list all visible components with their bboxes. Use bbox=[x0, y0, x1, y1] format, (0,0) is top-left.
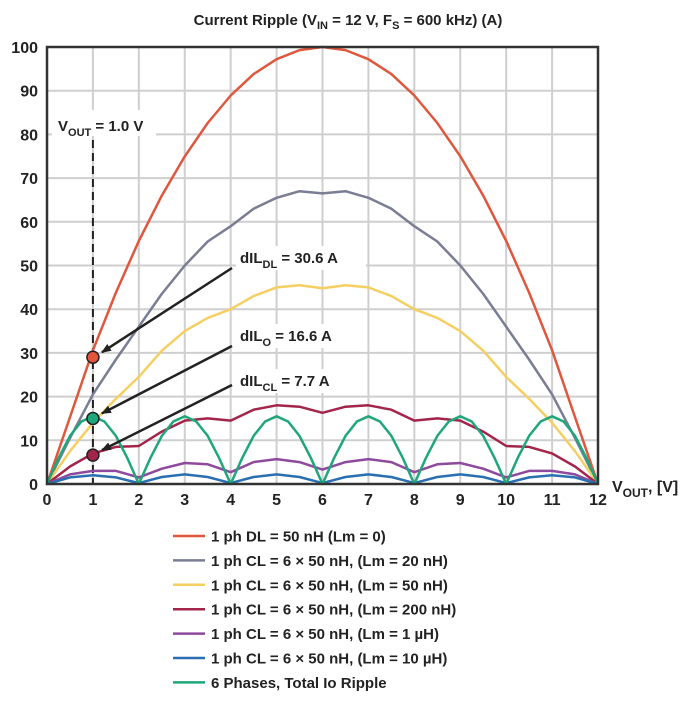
legend-item: 1 ph CL = 6 × 50 nH, (Lm = 1 µH) bbox=[173, 626, 439, 643]
x-tick-label: 11 bbox=[544, 492, 561, 509]
x-tick-label: 8 bbox=[410, 492, 419, 509]
y-tick-label: 30 bbox=[20, 346, 38, 363]
annotation-label-bg bbox=[236, 246, 366, 270]
x-tick-label: 10 bbox=[497, 492, 515, 509]
vout-label-bg bbox=[52, 110, 156, 136]
x-tick-label: 3 bbox=[180, 492, 189, 509]
y-tick-label: 20 bbox=[20, 390, 38, 407]
legend-item: 1 ph CL = 6 × 50 nH, (Lm = 50 nH) bbox=[173, 577, 448, 594]
x-tick-label: 2 bbox=[134, 492, 143, 509]
x-tick-label: 9 bbox=[456, 492, 465, 509]
x-tick-label: 6 bbox=[318, 492, 327, 509]
legend-item: 1 ph CL = 6 × 50 nH, (Lm = 200 nH) bbox=[173, 602, 456, 619]
annotation-label: dILDL = 30.6 A bbox=[240, 250, 338, 271]
y-tick-label: 60 bbox=[20, 215, 38, 232]
annotations: dILDL = 30.6 A dILO = 16.6 A dILCL = 7.7 A bbox=[86, 246, 366, 462]
y-tick-label: 40 bbox=[20, 302, 38, 319]
annotation-marker bbox=[86, 350, 100, 365]
annotation-arrow bbox=[101, 266, 233, 354]
series-line-4 bbox=[46, 457, 599, 486]
legend-label: 1 ph DL = 50 nH (Lm = 0) bbox=[211, 529, 386, 546]
legend-item: 1 ph DL = 50 nH (Lm = 0) bbox=[173, 529, 386, 546]
x-tick-label: 12 bbox=[589, 492, 607, 509]
y-tick-label: 10 bbox=[20, 433, 38, 450]
x-tick-label: 7 bbox=[364, 492, 373, 509]
series-line-2 bbox=[45, 283, 600, 485]
plot-frame bbox=[45, 45, 600, 486]
legend-label: 1 ph CL = 6 × 50 nH, (Lm = 10 µH) bbox=[211, 651, 447, 668]
legend-item: 1 ph CL = 6 × 50 nH, (Lm = 20 nH) bbox=[173, 553, 448, 570]
y-tick-label: 80 bbox=[20, 127, 38, 144]
legend-item: 1 ph CL = 6 × 50 nH, (Lm = 10 µH) bbox=[173, 651, 447, 668]
x-axis-label: VOUT, [V] bbox=[612, 479, 678, 500]
annotation-label: dILCL = 7.7 A bbox=[240, 373, 330, 394]
legend-item: 6 Phases, Total Io Ripple bbox=[173, 675, 387, 692]
annotation-marker bbox=[86, 448, 100, 462]
y-tick-label: 0 bbox=[29, 477, 38, 494]
annotation-label-bg bbox=[236, 324, 366, 348]
annotation-label: dILO = 16.6 A bbox=[240, 328, 332, 349]
annotation-marker bbox=[86, 411, 100, 426]
legend-label: 1 ph CL = 6 × 50 nH, (Lm = 200 nH) bbox=[211, 602, 456, 619]
x-tick-label: 5 bbox=[272, 492, 281, 509]
x-tick-label: 4 bbox=[226, 492, 235, 509]
y-tick-label: 50 bbox=[20, 259, 38, 276]
x-tick-label: 1 bbox=[88, 492, 97, 509]
vout-marker-line: VOUT = 1.0 V bbox=[52, 110, 156, 484]
x-tick-label: 0 bbox=[43, 492, 52, 509]
legend-label: 1 ph CL = 6 × 50 nH, (Lm = 20 nH) bbox=[211, 553, 448, 570]
series-line-3 bbox=[46, 404, 599, 485]
annotation-label-bg bbox=[236, 369, 366, 393]
legend: 1 ph DL = 50 nH (Lm = 0) 1 ph CL = 6 × 50… bbox=[173, 529, 456, 692]
legend-label: 1 ph CL = 6 × 50 nH, (Lm = 50 nH) bbox=[211, 577, 448, 594]
y-tick-label: 70 bbox=[20, 171, 38, 188]
legend-label: 6 Phases, Total Io Ripple bbox=[211, 675, 387, 692]
annotation-arrow bbox=[101, 344, 233, 415]
y-tick-label: 100 bbox=[11, 40, 38, 57]
vout-label: VOUT = 1.0 V bbox=[58, 118, 143, 139]
y-tick-label: 90 bbox=[20, 84, 38, 101]
series-line-1 bbox=[45, 189, 600, 485]
legend-label: 1 ph CL = 6 × 50 nH, (Lm = 1 µH) bbox=[211, 626, 439, 643]
annotation-arrow bbox=[101, 383, 233, 452]
chart-title: Current Ripple (VIN = 12 V, FS = 600 kHz… bbox=[194, 12, 503, 32]
